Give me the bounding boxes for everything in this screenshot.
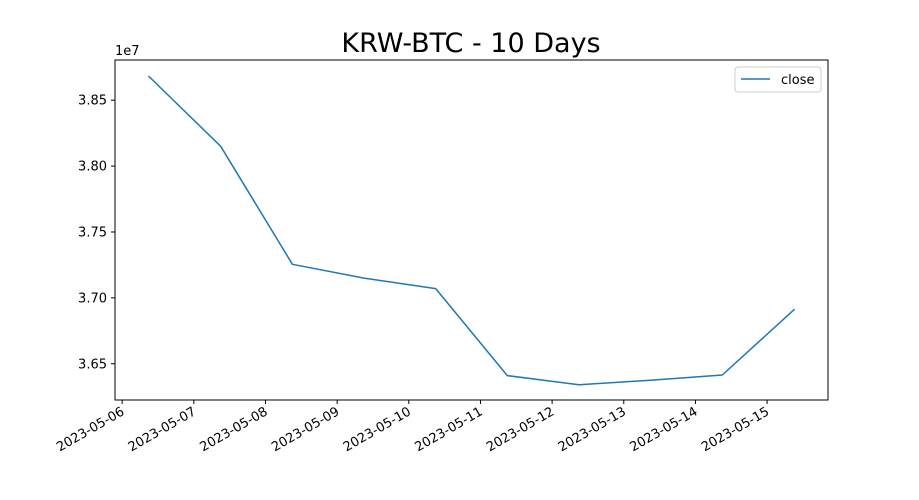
series-line-close [147,75,796,386]
legend: close [734,66,822,93]
x-tick-label: 2023-05-11 [413,404,486,455]
legend-frame [734,66,822,93]
x-tick-label: 2023-05-12 [484,404,557,455]
x-tick-label: 2023-05-09 [269,404,342,455]
data-point [148,75,150,77]
x-tick-label: 2023-05-14 [627,404,700,455]
data-point [363,277,365,279]
x-axis: 2023-05-062023-05-072023-05-082023-05-09… [54,400,772,455]
y-tick-label: 3.85 [78,94,107,109]
y-axis: 3.65 3.70 3.75 3.80 3.85 [78,94,115,372]
legend-label-close: close [781,73,814,88]
data-point [291,263,293,265]
data-point [219,145,221,147]
x-tick-label: 2023-05-13 [556,404,629,455]
x-tick-label: 2023-05-07 [126,404,199,455]
x-tick-label: 2023-05-08 [198,404,271,455]
data-point [793,309,795,311]
x-tick-label: 2023-05-10 [341,404,414,455]
plot-area [114,59,829,401]
x-tick-label: 2023-05-06 [54,404,127,455]
data-point [506,374,508,376]
data-point [649,379,651,381]
y-tick-label: 3.80 [78,160,107,175]
chart-title: KRW-BTC - 10 Days [341,28,600,59]
y-axis-scale-label: 1e7 [115,44,140,59]
data-point [434,287,436,289]
x-tick-label: 2023-05-15 [699,404,772,455]
y-tick-label: 3.65 [78,357,107,372]
data-point [721,374,723,376]
y-tick-label: 3.70 [78,291,107,306]
data-point [578,384,580,386]
series-layer [147,75,796,386]
y-tick-label: 3.75 [78,225,107,240]
